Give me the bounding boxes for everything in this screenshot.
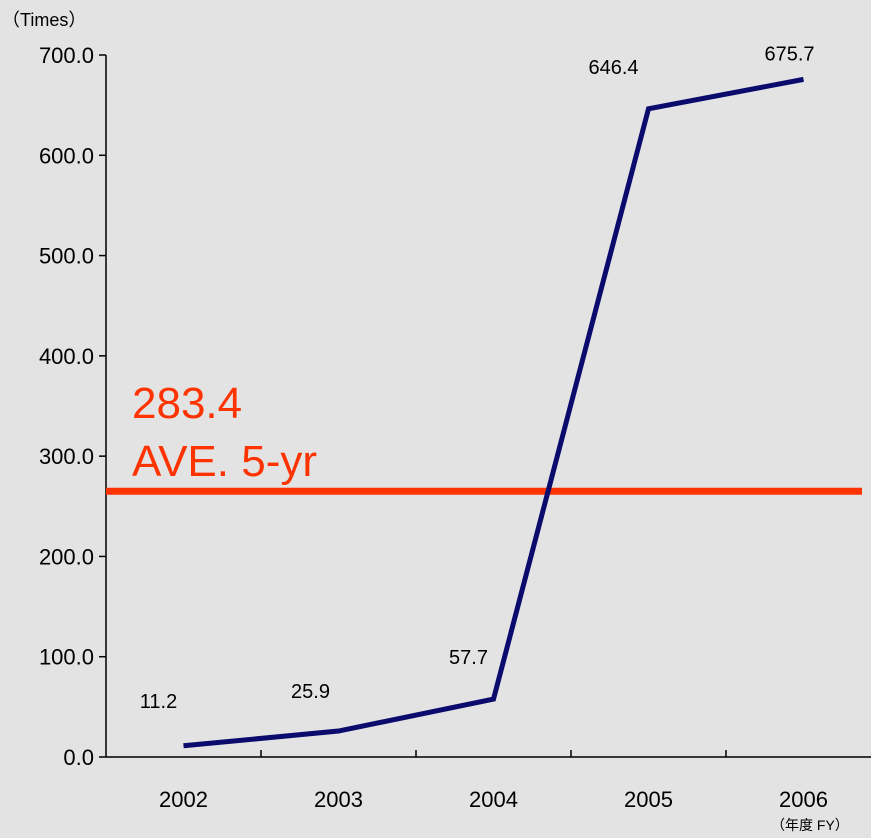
average-value-label: 283.4 <box>132 379 242 428</box>
y-tick-label: 400.0 <box>39 344 94 369</box>
data-label: 57.7 <box>449 647 488 669</box>
x-tick-label: 2005 <box>624 787 673 812</box>
y-unit-label: （Times） <box>2 10 86 30</box>
data-label: 646.4 <box>588 57 638 79</box>
y-tick-label: 300.0 <box>39 444 94 469</box>
x-axis-ticks: 2002 2003 2004 2005 2006 <box>159 750 828 812</box>
data-label: 25.9 <box>291 681 330 703</box>
x-unit-label: （年度 FY） <box>771 817 849 833</box>
average-text-label: AVE. 5-yr <box>132 437 317 486</box>
x-tick-label: 2006 <box>779 787 828 812</box>
y-tick-label: 100.0 <box>39 645 94 670</box>
y-tick-label: 500.0 <box>39 244 94 269</box>
y-tick-label: 600.0 <box>39 143 94 168</box>
y-axis-ticks: 0.0 100.0 200.0 300.0 400.0 500.0 600.0 700.0 <box>39 43 106 770</box>
y-tick-label: 200.0 <box>39 544 94 569</box>
series-line <box>183 76 804 749</box>
y-tick-label: 0.0 <box>63 745 94 770</box>
data-label: 675.7 <box>764 43 814 65</box>
data-labels: 11.2 25.9 57.7 646.4 675.7 <box>140 43 815 712</box>
x-tick-label: 2002 <box>159 787 208 812</box>
x-tick-label: 2003 <box>314 787 363 812</box>
y-tick-label: 700.0 <box>39 43 94 68</box>
data-label: 11.2 <box>140 691 177 713</box>
x-tick-label: 2004 <box>469 787 518 812</box>
